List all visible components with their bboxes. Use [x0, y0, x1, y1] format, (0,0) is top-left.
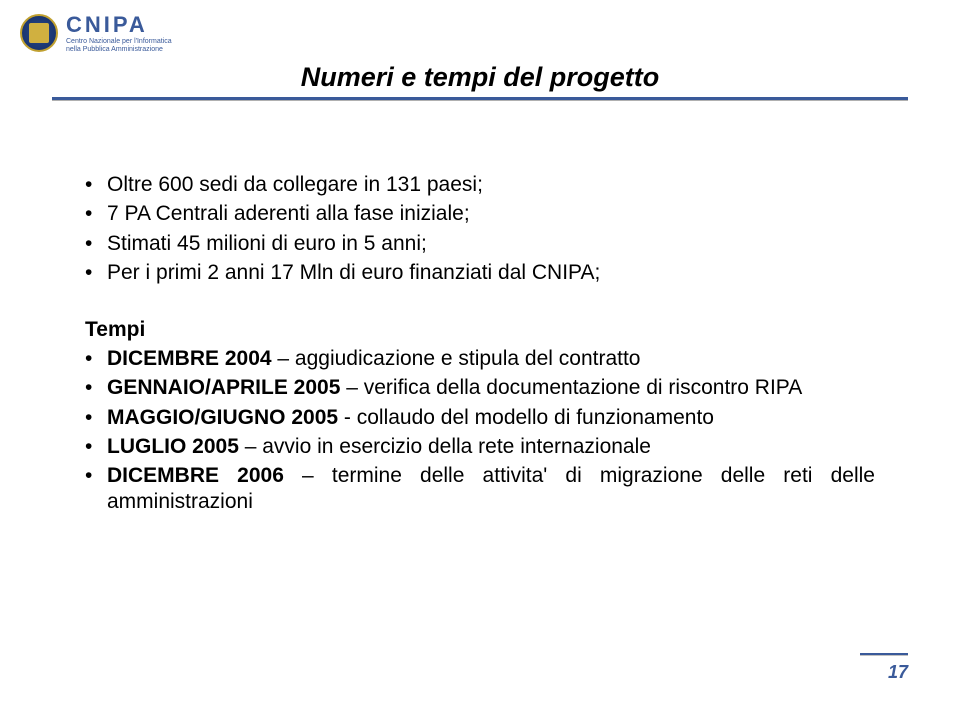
tempi-heading: Tempi — [85, 318, 875, 342]
list-item: DICEMBRE 2004 – aggiudicazione e stipula… — [85, 346, 875, 372]
logo-subtitle-2: nella Pubblica Amministrazione — [66, 46, 172, 54]
list-item: MAGGIO/GIUGNO 2005 - collaudo del modell… — [85, 405, 875, 431]
list-item: Per i primi 2 anni 17 Mln di euro finanz… — [85, 260, 875, 286]
item-rest: – aggiudicazione e stipula del contratto — [272, 347, 641, 370]
list-item: LUGLIO 2005 – avvio in esercizio della r… — [85, 434, 875, 460]
list-item: DICEMBRE 2006 – termine delle attivita' … — [85, 463, 875, 516]
top-bullet-list: Oltre 600 sedi da collegare in 131 paesi… — [85, 172, 875, 286]
item-bold: DICEMBRE 2006 — [107, 464, 284, 487]
logo-title: CNIPA — [66, 12, 172, 38]
cnipa-emblem-icon — [20, 14, 58, 52]
list-item: Stimati 45 milioni di euro in 5 anni; — [85, 231, 875, 257]
page-number: 17 — [888, 662, 908, 683]
list-item: GENNAIO/APRILE 2005 – verifica della doc… — [85, 375, 875, 401]
content-area: Oltre 600 sedi da collegare in 131 paesi… — [85, 172, 875, 519]
list-item: 7 PA Centrali aderenti alla fase inizial… — [85, 201, 875, 227]
logo-area: CNIPA Centro Nazionale per l'Informatica… — [20, 12, 172, 53]
title-underline — [52, 97, 908, 100]
page-number-line — [860, 653, 908, 655]
item-bold: MAGGIO/GIUGNO 2005 — [107, 406, 338, 429]
title-bar: Numeri e tempi del progetto — [0, 62, 960, 100]
item-bold: DICEMBRE 2004 — [107, 347, 272, 370]
slide-title: Numeri e tempi del progetto — [0, 62, 960, 93]
item-rest: – verifica della documentazione di risco… — [340, 376, 802, 399]
tempi-bullet-list: DICEMBRE 2004 – aggiudicazione e stipula… — [85, 346, 875, 516]
item-rest: – avvio in esercizio della rete internaz… — [239, 435, 651, 458]
logo-text: CNIPA Centro Nazionale per l'Informatica… — [66, 12, 172, 53]
item-bold: LUGLIO 2005 — [107, 435, 239, 458]
list-item: Oltre 600 sedi da collegare in 131 paesi… — [85, 172, 875, 198]
item-rest: - collaudo del modello di funzionamento — [338, 406, 714, 429]
logo-subtitle-1: Centro Nazionale per l'Informatica — [66, 38, 172, 46]
item-bold: GENNAIO/APRILE 2005 — [107, 376, 340, 399]
